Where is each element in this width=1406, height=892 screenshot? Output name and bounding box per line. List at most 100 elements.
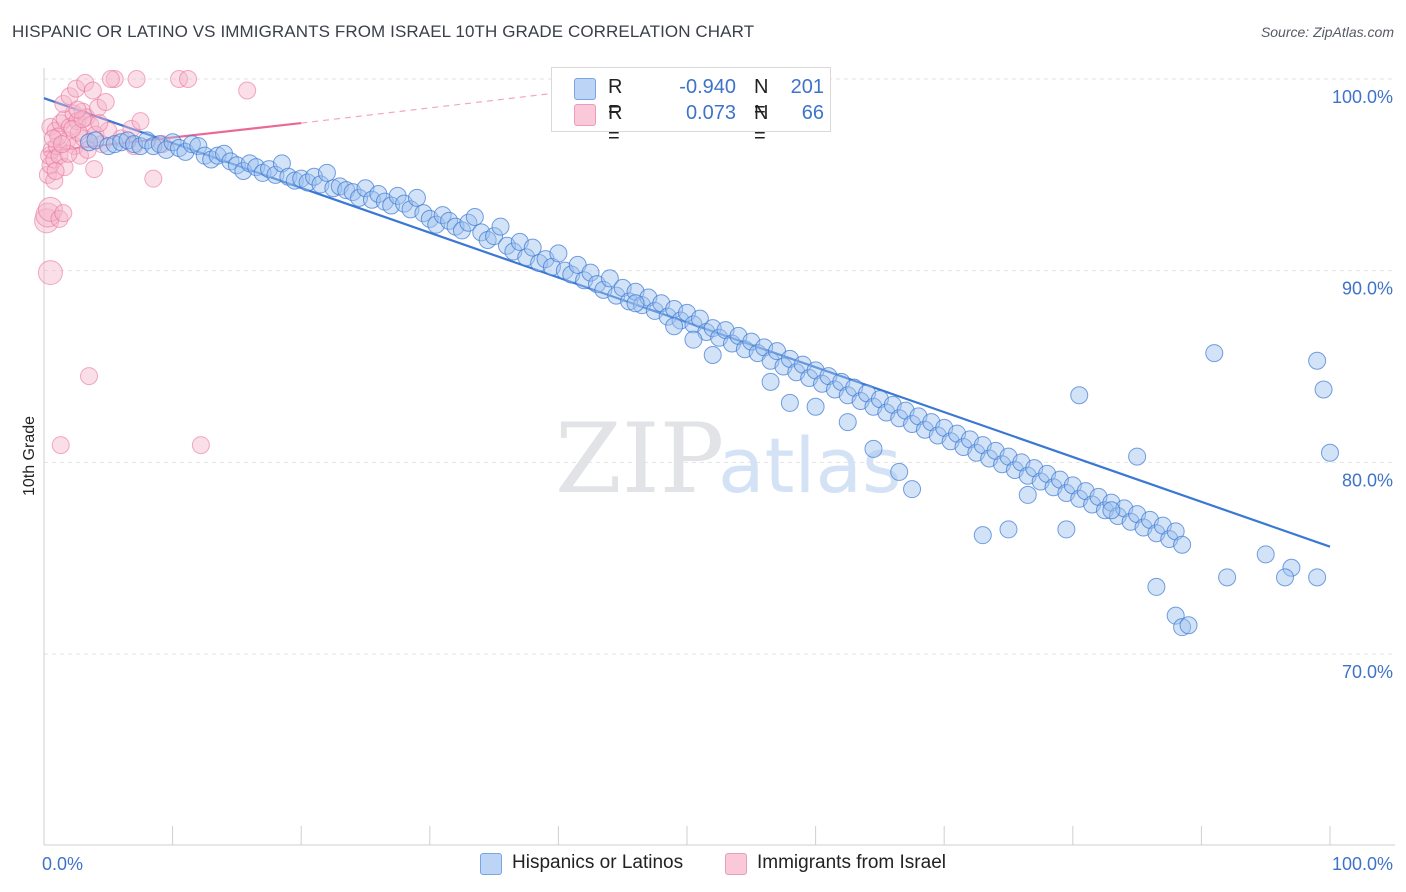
- hispanic-point: [1166, 606, 1185, 625]
- israel-point: [90, 114, 109, 133]
- legend-r-label: R =: [608, 76, 623, 121]
- hispanic-point: [452, 221, 471, 240]
- israel-point: [45, 171, 64, 190]
- legend-n-label: N =: [754, 76, 769, 121]
- israel-point: [76, 73, 95, 92]
- x-tick-label: 100.0%: [1332, 854, 1393, 874]
- series-israel-points: [34, 70, 257, 455]
- israel-point: [60, 87, 79, 106]
- hispanic-point: [465, 208, 484, 226]
- israel-point: [51, 436, 70, 455]
- hispanic-point: [317, 163, 336, 182]
- israel-point: [68, 100, 87, 119]
- hispanic-point: [1102, 501, 1121, 520]
- israel-point: [46, 162, 65, 180]
- israel-point: [131, 112, 150, 131]
- hispanic-point: [189, 137, 208, 156]
- chart-title: HISPANIC OR LATINO VS IMMIGRANTS FROM IS…: [12, 22, 755, 41]
- legend-n-value: 201: [790, 76, 824, 98]
- hispanic-point: [1314, 380, 1333, 399]
- israel-point: [85, 160, 104, 179]
- legend-r-label: R =: [608, 102, 623, 147]
- hispanic-point: [780, 393, 799, 412]
- legend-label-hispanic: Hispanics or Latinos: [512, 852, 684, 873]
- hispanic-point: [838, 413, 857, 432]
- israel-point: [101, 70, 120, 88]
- hispanic-point: [1173, 535, 1192, 554]
- legend-r-value: 0.073: [685, 102, 736, 124]
- hispanic-point: [1018, 485, 1037, 504]
- israel-point: [179, 70, 198, 88]
- stats-legend: R = -0.940 N = 201 R = 0.073 N = 66: [551, 67, 831, 147]
- israel-point: [96, 93, 115, 111]
- hispanic-point: [600, 269, 619, 288]
- x-tick-label: 0.0%: [42, 854, 83, 874]
- hispanic-point: [890, 462, 909, 481]
- israel-point: [59, 144, 78, 163]
- y-tick-label: 100.0%: [1332, 87, 1393, 107]
- series-hispanic-points: [80, 131, 1339, 637]
- israel-point: [127, 70, 146, 88]
- hispanic-point: [1205, 344, 1224, 363]
- hispanic-point: [581, 263, 600, 282]
- hispanic-point: [80, 133, 99, 152]
- hispanic-point: [665, 317, 684, 336]
- hispanic-point: [1308, 351, 1327, 370]
- hispanic-point: [1218, 568, 1237, 587]
- hispanic-point: [549, 244, 568, 263]
- israel-point: [37, 260, 63, 286]
- hispanic-point: [903, 480, 922, 499]
- israel-point: [53, 135, 72, 154]
- hispanic-point: [973, 526, 992, 545]
- israel-point: [122, 119, 141, 138]
- hispanic-point: [999, 520, 1018, 539]
- hispanic-trendline: [43, 97, 1331, 548]
- israel-point: [105, 70, 124, 88]
- legend-n-label: N =: [754, 102, 769, 147]
- israel-trendline: [43, 121, 302, 153]
- watermark-atlas: atlas: [718, 421, 902, 510]
- legend-r-value: -0.940: [679, 76, 736, 98]
- hispanic-point: [523, 238, 542, 257]
- legend-swatch-hispanic: [574, 78, 596, 100]
- y-tick-label: 80.0%: [1342, 470, 1393, 490]
- israel-point: [170, 70, 189, 88]
- legend-n-value: 66: [801, 102, 824, 124]
- hispanic-point: [864, 439, 883, 458]
- hispanic-point: [1282, 558, 1301, 577]
- hispanic-point: [1057, 520, 1076, 539]
- legend-swatch-israel: [725, 853, 747, 875]
- israel-point: [83, 81, 102, 100]
- israel-point: [238, 81, 257, 100]
- israel-point: [37, 196, 63, 222]
- hispanic-point: [626, 294, 645, 313]
- israel-point: [44, 129, 63, 148]
- hispanic-point: [182, 135, 201, 154]
- tick-labels: 70.0% 80.0% 90.0% 100.0% 0.0% 100.0%: [42, 87, 1393, 874]
- hispanic-point: [1173, 618, 1192, 637]
- legend-swatch-israel: [574, 104, 596, 126]
- hispanic-point: [388, 186, 407, 205]
- israel-point: [78, 140, 97, 159]
- hispanic-point: [1275, 568, 1294, 587]
- hispanic-point: [1256, 545, 1275, 564]
- hispanic-point: [806, 397, 825, 416]
- legend-label-israel: Immigrants from Israel: [757, 852, 946, 873]
- hispanic-point: [1308, 568, 1327, 587]
- hispanic-point: [369, 185, 388, 203]
- israel-point: [73, 110, 92, 129]
- hispanic-point: [485, 227, 504, 246]
- israel-point: [55, 158, 74, 177]
- hispanic-point: [1147, 577, 1166, 596]
- israel-point: [54, 204, 73, 223]
- israel-point: [144, 169, 163, 188]
- israel-point: [80, 367, 99, 386]
- y-tick-label: 90.0%: [1342, 279, 1393, 299]
- hispanic-point: [1128, 447, 1147, 466]
- watermark-zip: ZIP: [555, 403, 724, 515]
- israel-point: [191, 436, 210, 455]
- source-label: Source: ZipAtlas.com: [1260, 24, 1394, 40]
- hispanic-point: [407, 188, 426, 207]
- hispanic-point: [491, 217, 510, 236]
